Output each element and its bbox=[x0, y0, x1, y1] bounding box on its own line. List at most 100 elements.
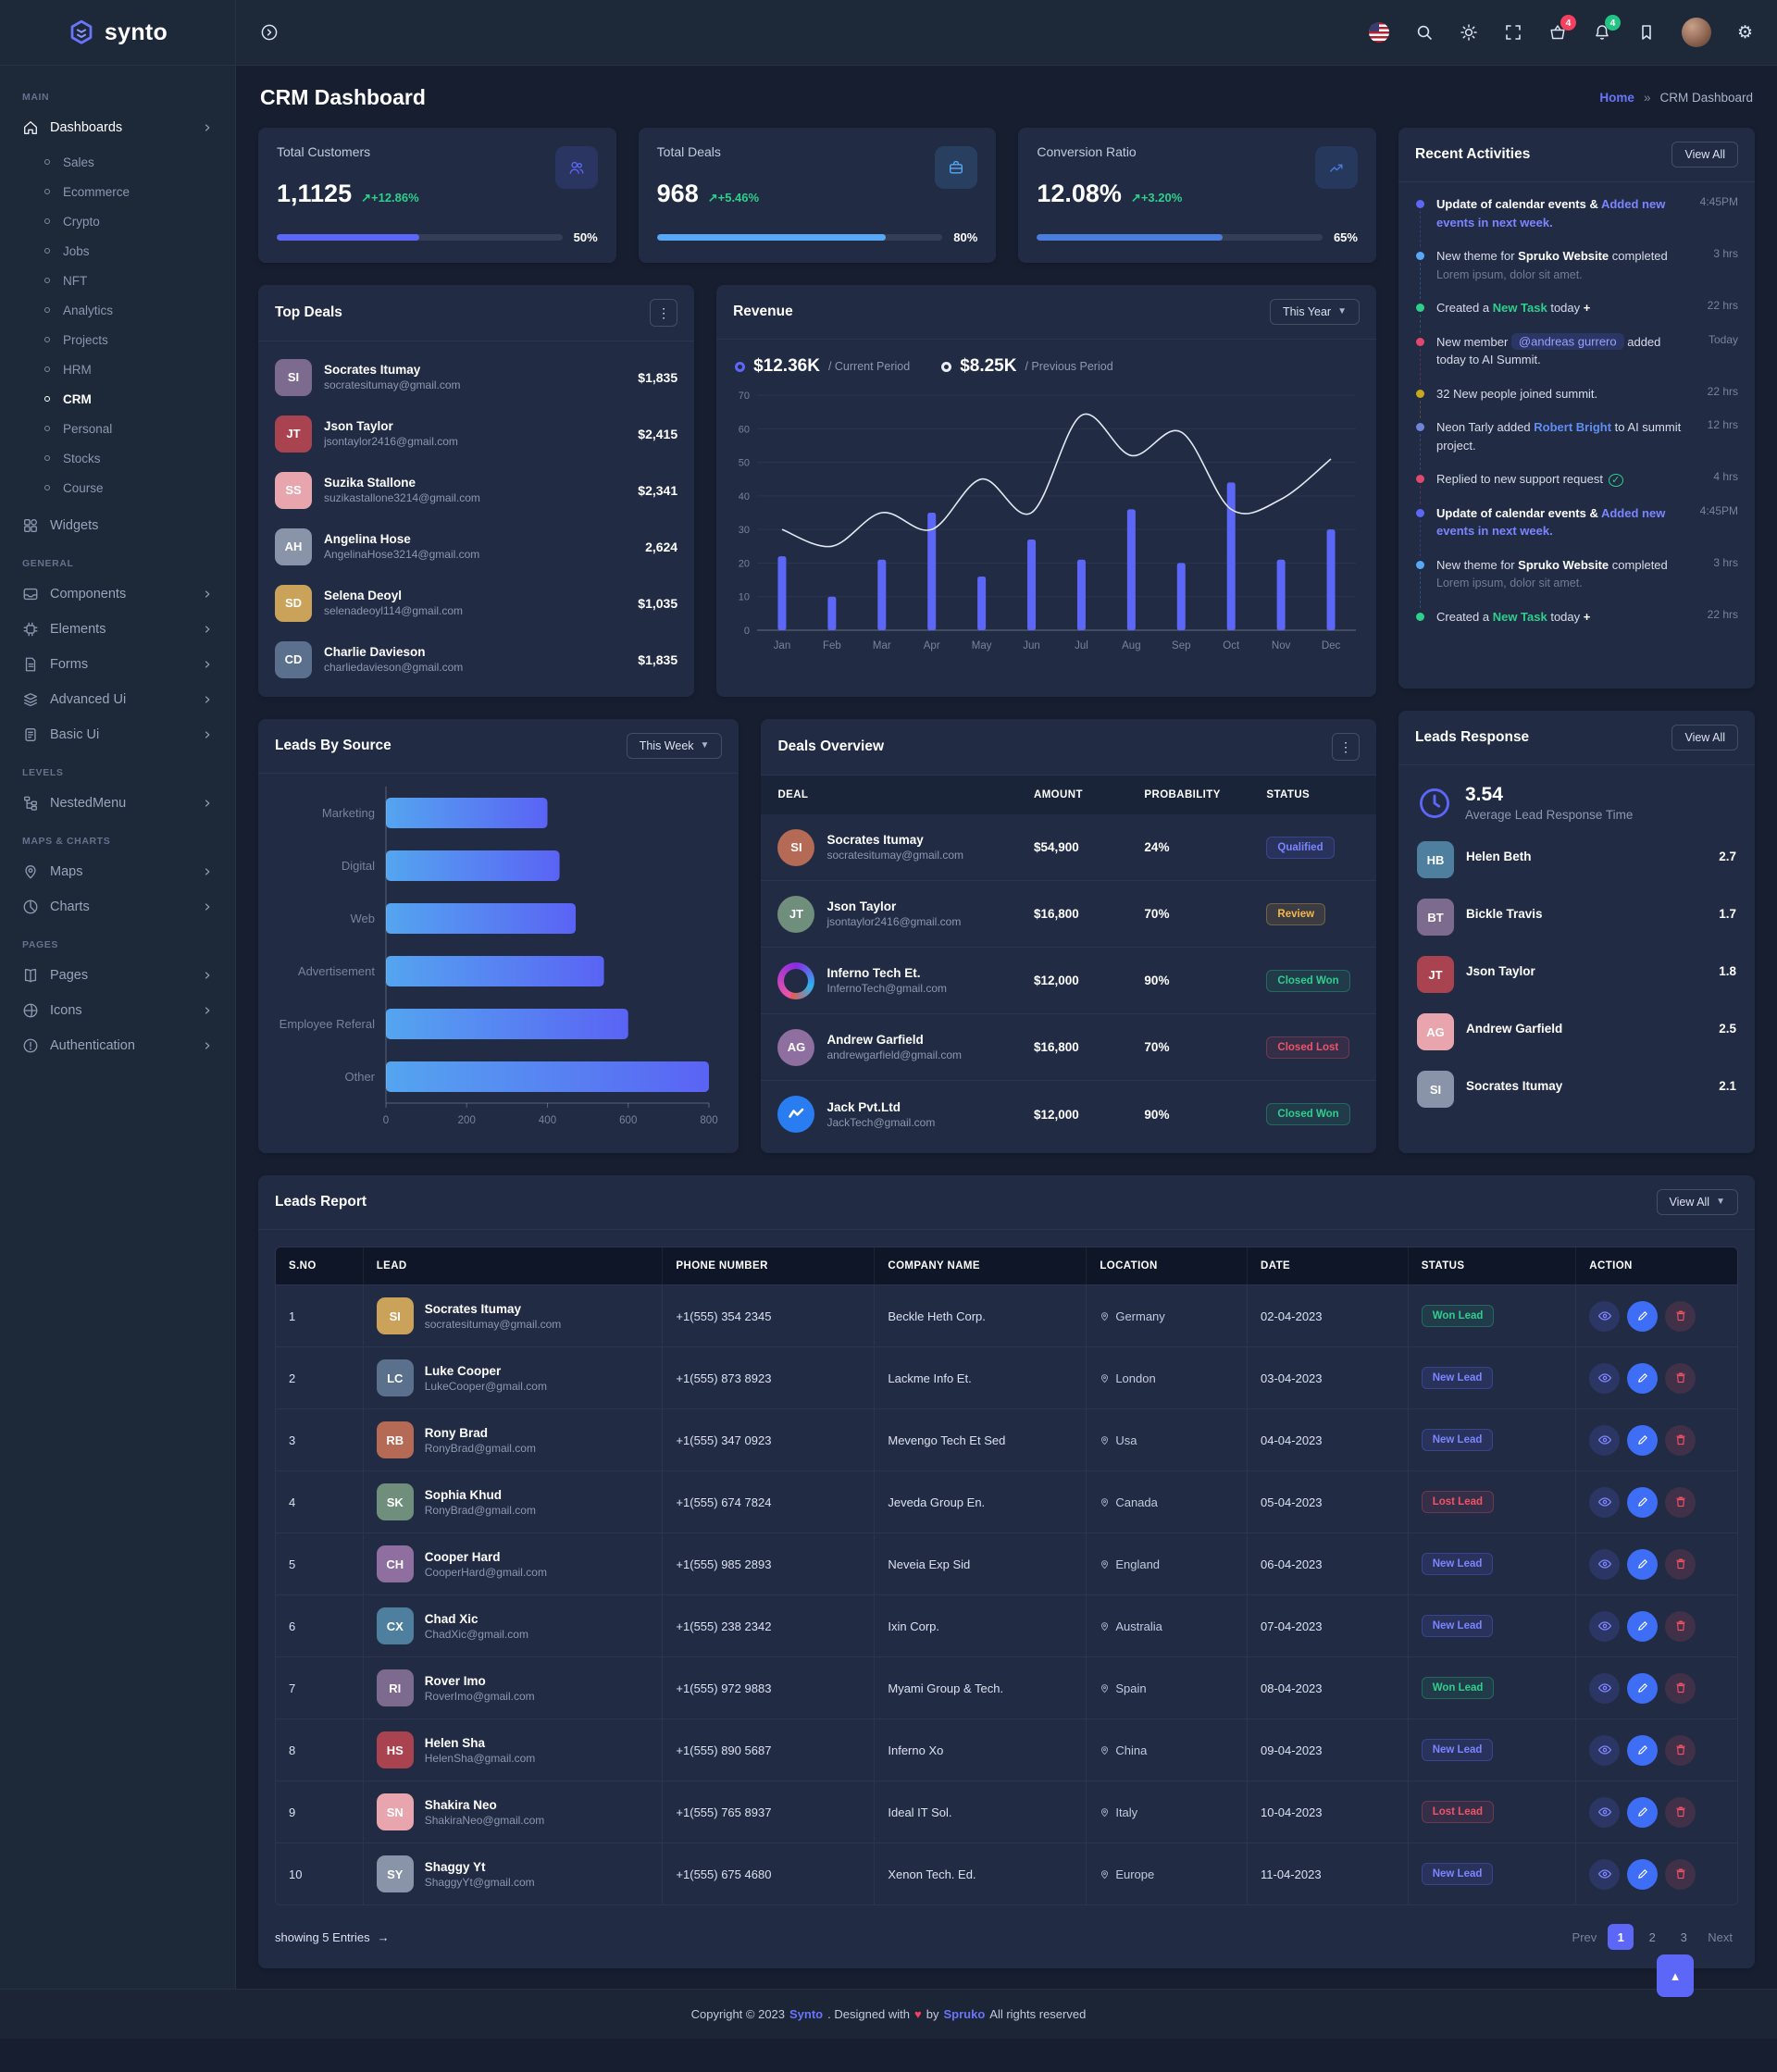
view-all-select[interactable]: View All ▼ bbox=[1656, 1189, 1738, 1215]
pagination-next[interactable]: Next bbox=[1708, 1929, 1733, 1944]
view-button[interactable] bbox=[1589, 1734, 1621, 1766]
pagination-page[interactable]: 2 bbox=[1648, 1929, 1656, 1944]
delete-button[interactable] bbox=[1665, 1796, 1696, 1828]
edit-button[interactable] bbox=[1627, 1424, 1659, 1456]
delete-button[interactable] bbox=[1665, 1858, 1696, 1890]
delete-button[interactable] bbox=[1665, 1672, 1696, 1704]
edit-button[interactable] bbox=[1627, 1300, 1659, 1332]
sidebar-subitem-hrm[interactable]: HRM bbox=[0, 354, 235, 384]
revenue-period-select[interactable]: This Year ▼ bbox=[1269, 299, 1360, 325]
edit-button[interactable] bbox=[1627, 1548, 1659, 1580]
delete-button[interactable] bbox=[1665, 1548, 1696, 1580]
sidebar-item-advanced-ui[interactable]: Advanced Ui bbox=[0, 682, 235, 717]
table-row[interactable]: 8 HS Helen Sha HelenSha@gmail.com +1(555… bbox=[276, 1718, 1737, 1780]
view-button[interactable] bbox=[1589, 1362, 1621, 1394]
sidebar-subitem-crm[interactable]: CRM bbox=[0, 384, 235, 414]
table-row[interactable]: 4 SK Sophia Khud RonyBrad@gmail.com +1(5… bbox=[276, 1470, 1737, 1532]
table-row[interactable]: 5 CH Cooper Hard CooperHard@gmail.com +1… bbox=[276, 1532, 1737, 1594]
sidebar-subitem-nft[interactable]: NFT bbox=[0, 266, 235, 295]
sidebar-subitem-jobs[interactable]: Jobs bbox=[0, 236, 235, 266]
sidebar-subitem-analytics[interactable]: Analytics bbox=[0, 295, 235, 325]
table-row[interactable]: 9 SN Shakira Neo ShakiraNeo@gmail.com +1… bbox=[276, 1780, 1737, 1842]
scroll-top-button[interactable]: ▲ bbox=[1657, 1954, 1694, 1997]
list-item[interactable]: SD Selena Deoyl selenadeoyl114@gmail.com… bbox=[275, 575, 677, 631]
view-button[interactable] bbox=[1589, 1548, 1621, 1580]
sidebar-item-dashboards[interactable]: Dashboards bbox=[0, 110, 235, 145]
view-button[interactable] bbox=[1589, 1610, 1621, 1642]
table-row[interactable]: 10 SY Shaggy Yt ShaggyYt@gmail.com +1(55… bbox=[276, 1842, 1737, 1905]
edit-button[interactable] bbox=[1627, 1362, 1659, 1394]
delete-button[interactable] bbox=[1665, 1734, 1696, 1766]
view-button[interactable] bbox=[1589, 1300, 1621, 1332]
pagination-page[interactable]: 3 bbox=[1680, 1929, 1687, 1944]
table-row[interactable]: 1 SI Socrates Itumay socratesitumay@gmai… bbox=[276, 1284, 1737, 1346]
table-row[interactable]: JT Json Taylor jsontaylor2416@gmail.com … bbox=[761, 881, 1376, 948]
delete-button[interactable] bbox=[1665, 1486, 1696, 1518]
edit-button[interactable] bbox=[1627, 1734, 1659, 1766]
delete-button[interactable] bbox=[1665, 1362, 1696, 1394]
sidebar-subitem-crypto[interactable]: Crypto bbox=[0, 206, 235, 236]
sidebar-item-maps[interactable]: Maps bbox=[0, 854, 235, 889]
table-row[interactable]: 7 RI Rover Imo RoverImo@gmail.com +1(555… bbox=[276, 1656, 1737, 1718]
view-button[interactable] bbox=[1589, 1424, 1621, 1456]
sidebar-subitem-stocks[interactable]: Stocks bbox=[0, 443, 235, 473]
kebab-menu-icon[interactable]: ⋮ bbox=[650, 299, 678, 327]
sidebar-item-basic-ui[interactable]: Basic Ui bbox=[0, 717, 235, 752]
sidebar-item-widgets[interactable]: Widgets bbox=[0, 508, 235, 543]
sidebar-item-forms[interactable]: Forms bbox=[0, 647, 235, 682]
delete-button[interactable] bbox=[1665, 1610, 1696, 1642]
sidebar-subitem-ecommerce[interactable]: Ecommerce bbox=[0, 177, 235, 206]
table-row[interactable]: AG Andrew Garfield andrewgarfield@gmail.… bbox=[761, 1014, 1376, 1081]
table-row[interactable]: 2 LC Luke Cooper LukeCooper@gmail.com +1… bbox=[276, 1346, 1737, 1408]
pagination-page[interactable]: 1 bbox=[1608, 1924, 1634, 1950]
table-row[interactable]: 3 RB Rony Brad RonyBrad@gmail.com +1(555… bbox=[276, 1408, 1737, 1470]
kebab-menu-icon[interactable]: ⋮ bbox=[1332, 733, 1360, 761]
sidebar-item-nestedmenu[interactable]: NestedMenu bbox=[0, 786, 235, 821]
list-item[interactable]: CD Charlie Davieson charliedavieson@gmai… bbox=[275, 631, 677, 688]
list-item[interactable]: JT Json Taylor jsontaylor2416@gmail.com … bbox=[275, 405, 677, 462]
language-flag-icon[interactable] bbox=[1368, 22, 1389, 43]
sidebar-subitem-projects[interactable]: Projects bbox=[0, 325, 235, 354]
sidebar-subitem-course[interactable]: Course bbox=[0, 473, 235, 502]
theme-light-icon[interactable] bbox=[1460, 23, 1478, 42]
delete-button[interactable] bbox=[1665, 1300, 1696, 1332]
edit-button[interactable] bbox=[1627, 1672, 1659, 1704]
sidebar-item-pages[interactable]: Pages bbox=[0, 958, 235, 993]
pagination-prev[interactable]: Prev bbox=[1572, 1929, 1597, 1944]
footer-designer-link[interactable]: Spruko bbox=[943, 2007, 986, 2021]
sidebar-toggle-icon[interactable] bbox=[260, 23, 279, 42]
table-row[interactable]: Jack Pvt.Ltd JackTech@gmail.com $12,000 … bbox=[761, 1081, 1376, 1148]
table-row[interactable]: 6 CX Chad Xic ChadXic@gmail.com +1(555) … bbox=[276, 1594, 1737, 1656]
sidebar-item-authentication[interactable]: Authentication bbox=[0, 1028, 235, 1063]
edit-button[interactable] bbox=[1627, 1486, 1659, 1518]
breadcrumb-home[interactable]: Home bbox=[1599, 91, 1634, 105]
sidebar-subitem-sales[interactable]: Sales bbox=[0, 147, 235, 177]
sidebar-item-elements[interactable]: Elements bbox=[0, 612, 235, 647]
view-button[interactable] bbox=[1589, 1796, 1621, 1828]
sidebar-item-components[interactable]: Components bbox=[0, 577, 235, 612]
fullscreen-icon[interactable] bbox=[1504, 23, 1522, 42]
view-all-button[interactable]: View All bbox=[1671, 142, 1738, 167]
sidebar-item-icons[interactable]: Icons bbox=[0, 993, 235, 1028]
sidebar-item-charts[interactable]: Charts bbox=[0, 889, 235, 924]
edit-button[interactable] bbox=[1627, 1858, 1659, 1890]
list-item[interactable]: SS Suzika Stallone suzikastallone3214@gm… bbox=[275, 462, 677, 518]
view-button[interactable] bbox=[1589, 1672, 1621, 1704]
table-row[interactable]: Inferno Tech Et. InfernoTech@gmail.com $… bbox=[761, 948, 1376, 1014]
notifications-bell-icon[interactable]: 4 bbox=[1593, 15, 1621, 42]
footer-brand-link[interactable]: Synto bbox=[789, 2007, 824, 2021]
sidebar-subitem-personal[interactable]: Personal bbox=[0, 414, 235, 443]
list-item[interactable]: SI Socrates Itumay socratesitumay@gmail.… bbox=[275, 349, 677, 405]
search-icon[interactable] bbox=[1415, 23, 1434, 42]
view-all-button[interactable]: View All bbox=[1671, 725, 1738, 751]
list-item[interactable]: AH Angelina Hose AngelinaHose3214@gmail.… bbox=[275, 518, 677, 575]
table-row[interactable]: SI Socrates Itumay socratesitumay@gmail.… bbox=[761, 814, 1376, 881]
settings-gear-icon[interactable]: ⚙ bbox=[1736, 22, 1753, 43]
edit-button[interactable] bbox=[1627, 1610, 1659, 1642]
bookmark-icon[interactable] bbox=[1637, 23, 1656, 42]
cart-icon[interactable]: 4 bbox=[1548, 15, 1576, 42]
view-button[interactable] bbox=[1589, 1486, 1621, 1518]
user-avatar[interactable] bbox=[1681, 18, 1711, 47]
view-button[interactable] bbox=[1589, 1858, 1621, 1890]
brand[interactable]: synto bbox=[0, 0, 235, 66]
